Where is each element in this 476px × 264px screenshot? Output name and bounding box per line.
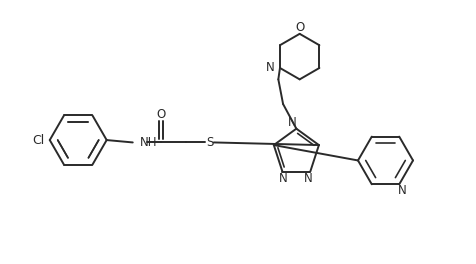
Text: NH: NH — [139, 136, 157, 149]
Text: N: N — [397, 185, 406, 197]
Text: O: O — [156, 109, 166, 121]
Text: N: N — [278, 172, 287, 185]
Text: S: S — [206, 136, 213, 149]
Text: N: N — [288, 116, 297, 129]
Text: O: O — [295, 21, 304, 34]
Text: N: N — [265, 62, 274, 74]
Text: Cl: Cl — [32, 134, 44, 147]
Text: N: N — [303, 172, 312, 185]
